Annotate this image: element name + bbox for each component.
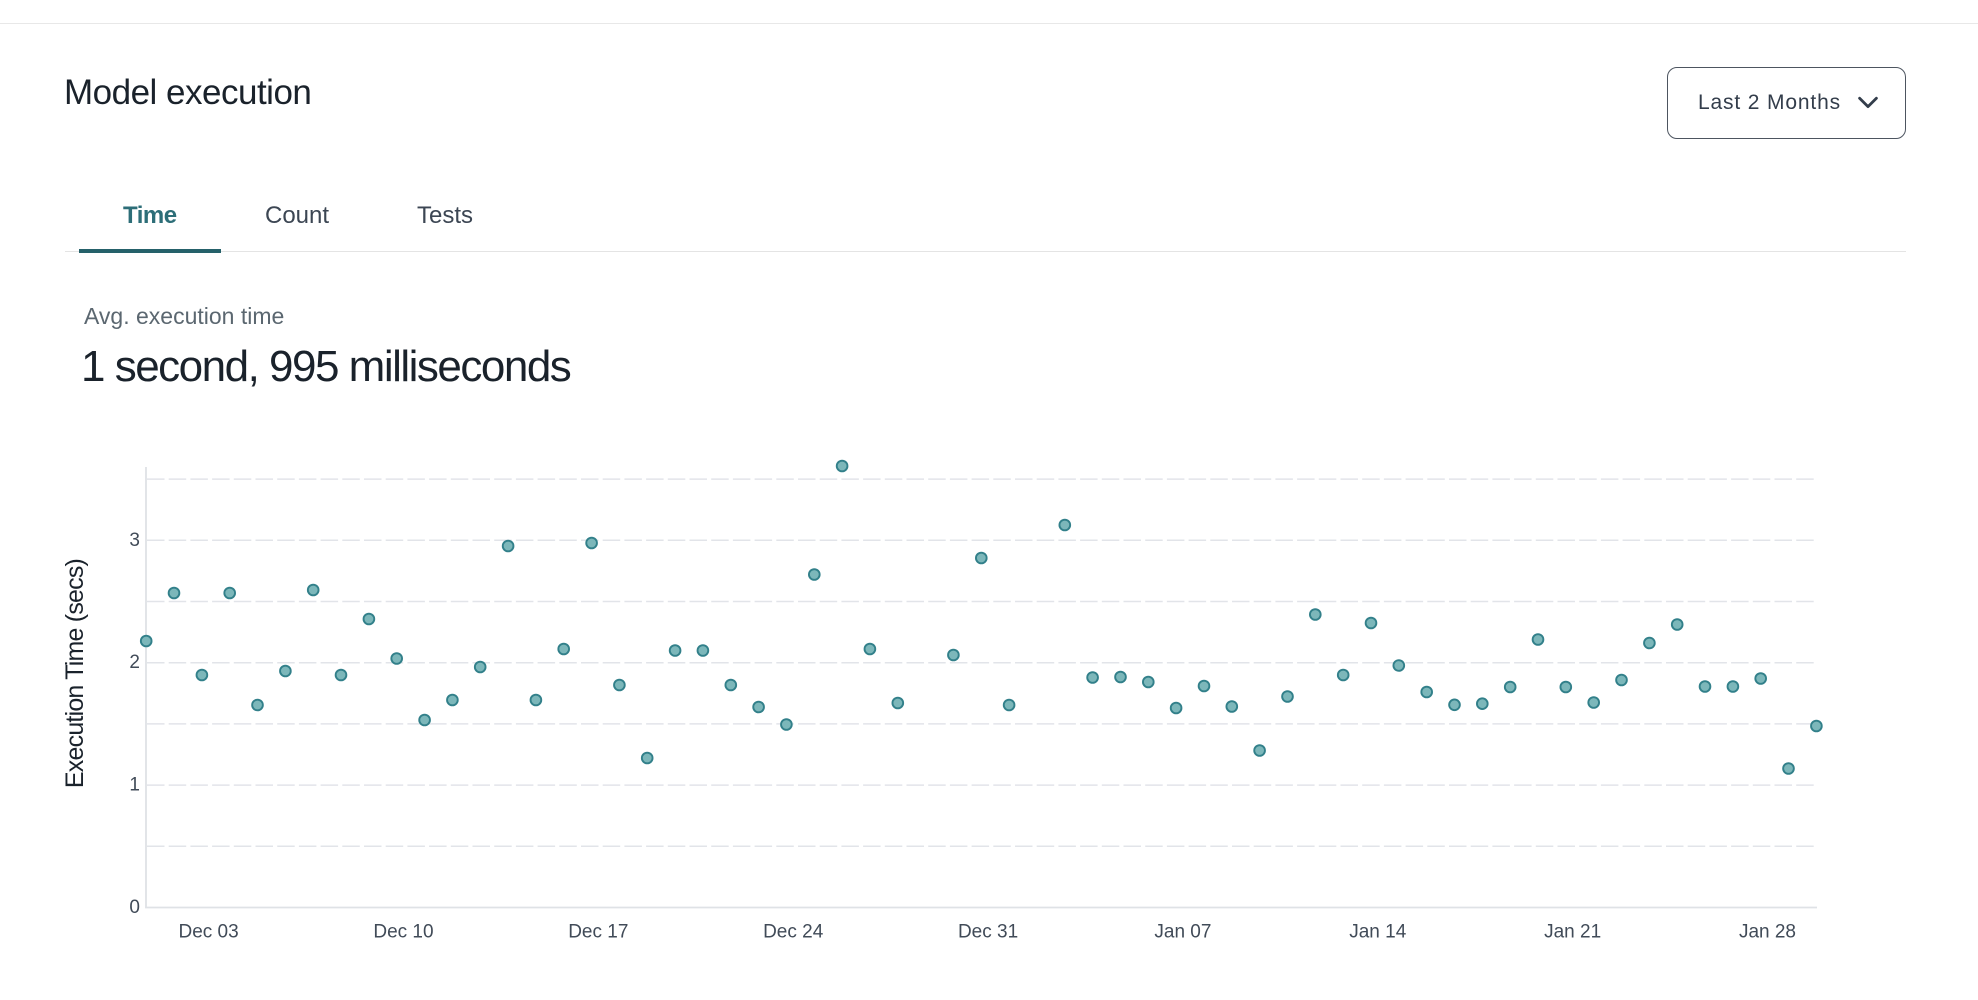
svg-text:Jan 28: Jan 28 (1739, 922, 1796, 943)
svg-text:Dec 31: Dec 31 (958, 922, 1018, 943)
svg-text:3: 3 (129, 530, 140, 551)
svg-text:Jan 07: Jan 07 (1154, 922, 1211, 943)
svg-text:2: 2 (129, 652, 140, 673)
svg-text:Dec 17: Dec 17 (568, 922, 628, 943)
svg-text:Dec 24: Dec 24 (763, 922, 824, 943)
svg-text:Jan 21: Jan 21 (1544, 922, 1601, 943)
svg-text:Jan 14: Jan 14 (1349, 922, 1406, 943)
svg-text:Execution Time (secs): Execution Time (secs) (61, 559, 89, 788)
svg-text:0: 0 (129, 897, 140, 918)
svg-text:Dec 03: Dec 03 (178, 922, 238, 943)
svg-text:Dec 10: Dec 10 (373, 922, 433, 943)
svg-text:1: 1 (129, 775, 140, 796)
